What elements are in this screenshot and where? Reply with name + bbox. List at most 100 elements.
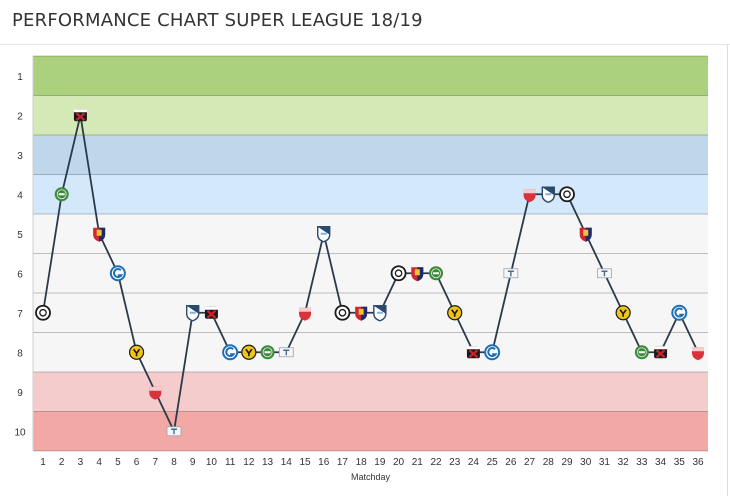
sion-crest	[523, 189, 536, 203]
grasshoppers-crest	[109, 265, 126, 282]
crest-inner	[563, 190, 571, 199]
crest-inner	[394, 269, 403, 278]
crest-ring	[334, 304, 351, 321]
x-tick-label: 12	[243, 457, 255, 468]
x-tick-label: 1	[40, 457, 46, 468]
crest-emblem	[414, 269, 420, 276]
band-position-4	[33, 174, 708, 214]
crest-inner	[431, 268, 441, 279]
x-tick-label: 29	[561, 457, 573, 468]
x-tick-label: 23	[449, 457, 461, 468]
basel-crest	[93, 227, 106, 242]
lugano-crest	[559, 186, 575, 203]
band-position-1	[33, 56, 708, 96]
crest-mark	[638, 351, 645, 354]
x-tick-label: 20	[393, 457, 405, 468]
x-tick-label: 21	[412, 457, 424, 468]
x-tick-label: 4	[96, 457, 102, 468]
basel-crest	[355, 306, 368, 321]
lugano-crest	[35, 304, 51, 321]
x-tick-label: 11	[225, 457, 236, 468]
xamax-crest	[466, 346, 480, 359]
y-tick-label: 7	[17, 309, 23, 320]
x-tick-label: 10	[206, 457, 218, 468]
crest-g	[225, 347, 236, 358]
crest-band	[466, 346, 480, 350]
x-tick-label: 16	[318, 457, 330, 468]
x-axis-ticks: 1 2 3 4 5 6 7 8 9 10 11 12 13 14 15 16 17 18 19 20 21 22 23 24 2…	[40, 457, 704, 468]
right-divider	[727, 44, 728, 496]
crest-t	[507, 270, 514, 277]
xamax-crest	[654, 346, 668, 359]
thun-crest	[166, 426, 182, 437]
crest-mark	[433, 272, 439, 275]
sion-crest	[692, 347, 704, 361]
crest-t	[601, 270, 608, 277]
crest-cross	[206, 309, 217, 319]
band-position-6	[33, 253, 708, 293]
crest-inner	[39, 308, 47, 317]
crest-band	[73, 109, 87, 113]
crest-cross	[468, 349, 479, 359]
x-tick-label: 5	[115, 457, 121, 468]
zurich-crest	[186, 305, 200, 322]
thun-crest	[597, 268, 612, 279]
y-tick-label: 2	[17, 111, 23, 122]
crest-mark	[320, 232, 327, 235]
sion-crest	[299, 307, 311, 321]
thun-crest	[503, 268, 519, 279]
zurich-crest	[317, 226, 331, 243]
st-gallen-crest	[260, 345, 275, 360]
crest-inner	[338, 308, 347, 317]
crest-yb	[132, 348, 141, 357]
young-boys-crest	[128, 344, 145, 360]
crest-mark	[545, 193, 552, 196]
x-tick-label: 32	[618, 457, 630, 468]
y-tick-label: 9	[17, 388, 23, 399]
band-position-9	[33, 372, 708, 412]
st-gallen-crest	[54, 187, 69, 202]
crest-yb	[245, 348, 253, 357]
st-gallen-crest	[634, 345, 649, 360]
crest-ring	[390, 265, 407, 282]
x-tick-label: 30	[580, 457, 592, 468]
xamax-crest	[204, 306, 218, 319]
x-tick-label: 28	[543, 457, 555, 468]
crest-band	[149, 386, 162, 391]
young-boys-crest	[447, 305, 463, 321]
xamax-crest	[73, 109, 87, 122]
x-tick-label: 25	[487, 457, 499, 468]
y-tick-label: 1	[17, 72, 23, 83]
crest-band	[299, 307, 311, 312]
x-tick-label: 34	[655, 457, 667, 468]
x-axis-label: Matchday	[351, 472, 391, 482]
crest-ring	[559, 186, 575, 203]
position-line	[42, 114, 699, 433]
crest-band	[204, 306, 218, 310]
x-tick-label: 14	[281, 457, 293, 468]
position-bands	[33, 56, 708, 451]
grid-lines	[32, 55, 708, 452]
crest-emblem	[96, 229, 102, 236]
crest-t	[283, 349, 290, 356]
x-tick-label: 3	[78, 457, 84, 468]
crest-cross	[655, 349, 666, 359]
crest-band	[654, 346, 668, 350]
x-tick-label: 6	[134, 457, 140, 468]
crest-g	[113, 268, 124, 279]
crest-emblem	[583, 229, 589, 236]
x-tick-label: 31	[599, 457, 611, 468]
y-tick-label: 8	[17, 348, 23, 359]
crest-cross	[75, 112, 86, 122]
lugano-crest	[390, 265, 407, 282]
y-tick-label: 4	[17, 190, 23, 201]
x-tick-label: 22	[430, 457, 442, 468]
x-tick-label: 36	[692, 457, 704, 468]
band-position-8	[33, 332, 708, 372]
band-position-3	[33, 135, 708, 175]
crest-mark	[264, 351, 271, 354]
x-tick-label: 15	[299, 457, 311, 468]
crest-yb	[451, 309, 459, 317]
young-boys-crest	[615, 305, 631, 321]
chart-header: PERFORMANCE CHART SUPER LEAGUE 18/19	[0, 0, 730, 45]
